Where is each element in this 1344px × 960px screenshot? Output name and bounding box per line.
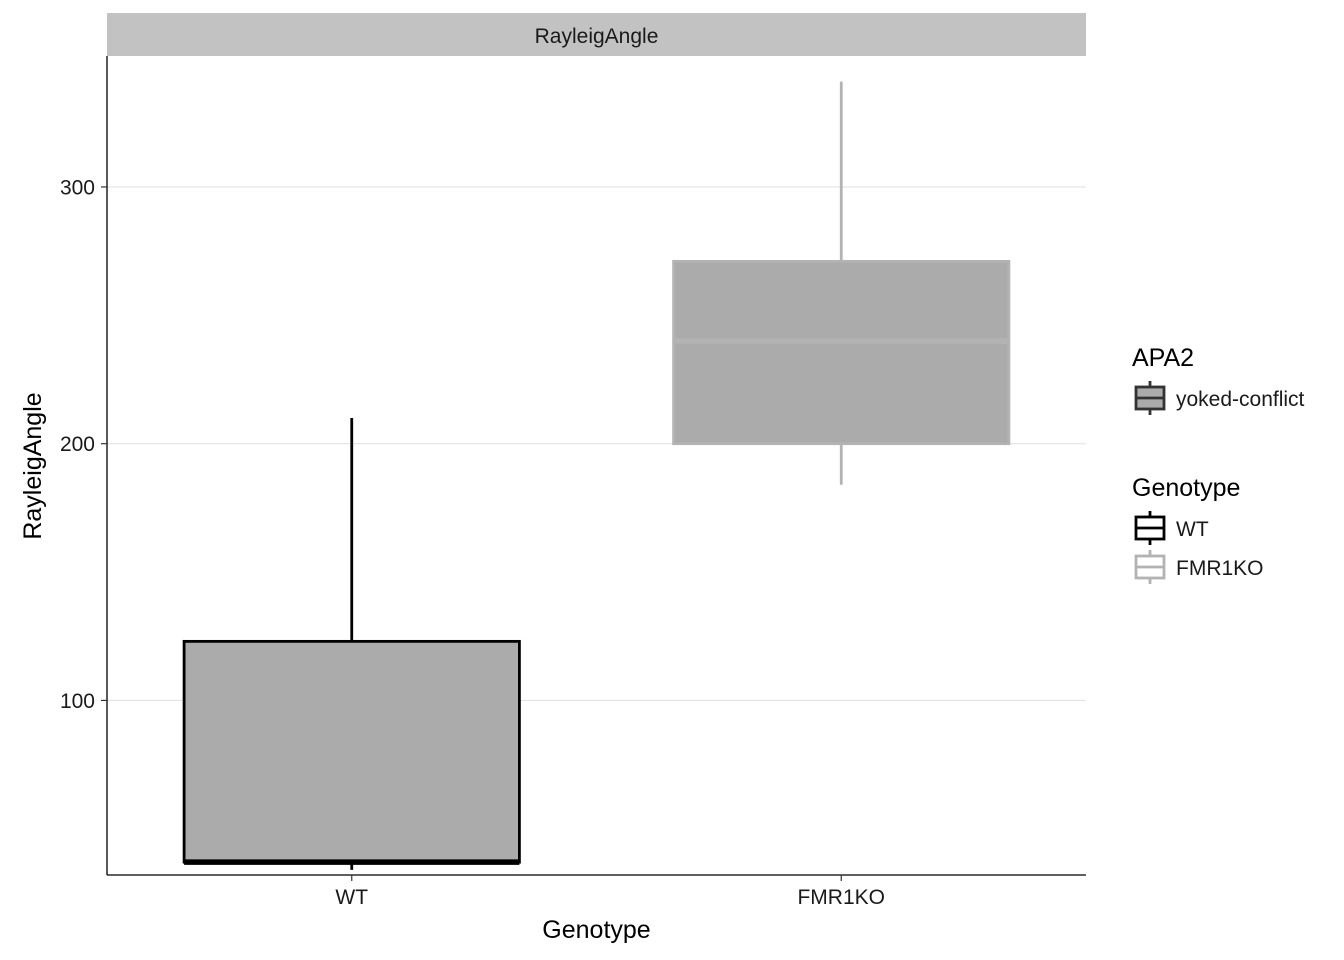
box-wt [182, 418, 521, 870]
x-tick-label: FMR1KO [797, 886, 885, 909]
facet-title: RayleigAngle [535, 25, 659, 48]
y-tick-label: 200 [60, 433, 95, 456]
legend-title: APA2 [1132, 344, 1194, 372]
y-tick-label: 100 [60, 690, 95, 713]
x-axis-ticks: WT FMR1KO [335, 875, 885, 909]
legend: APA2 yoked-conflict Genotype WT FMR1KO [1132, 344, 1305, 584]
legend-title: Genotype [1132, 474, 1240, 502]
legend-label: yoked-conflict [1176, 388, 1305, 411]
legend-label: FMR1KO [1176, 557, 1264, 580]
legend-key [1134, 511, 1166, 545]
y-tick-label: 300 [60, 176, 95, 199]
x-axis-title: Genotype [542, 916, 650, 944]
box-iqr [182, 639, 521, 864]
box-iqr [672, 259, 1011, 446]
x-tick-label: WT [335, 886, 368, 909]
y-axis-title: RayleigAngle [19, 392, 47, 539]
legend-key [1134, 550, 1166, 584]
facet-strip [107, 13, 1086, 56]
y-axis-ticks: 100 200 300 [60, 176, 107, 713]
legend-label: WT [1176, 518, 1209, 541]
legend-key [1134, 381, 1166, 415]
box-fmr1ko [672, 81, 1011, 485]
box-plots [182, 81, 1011, 870]
